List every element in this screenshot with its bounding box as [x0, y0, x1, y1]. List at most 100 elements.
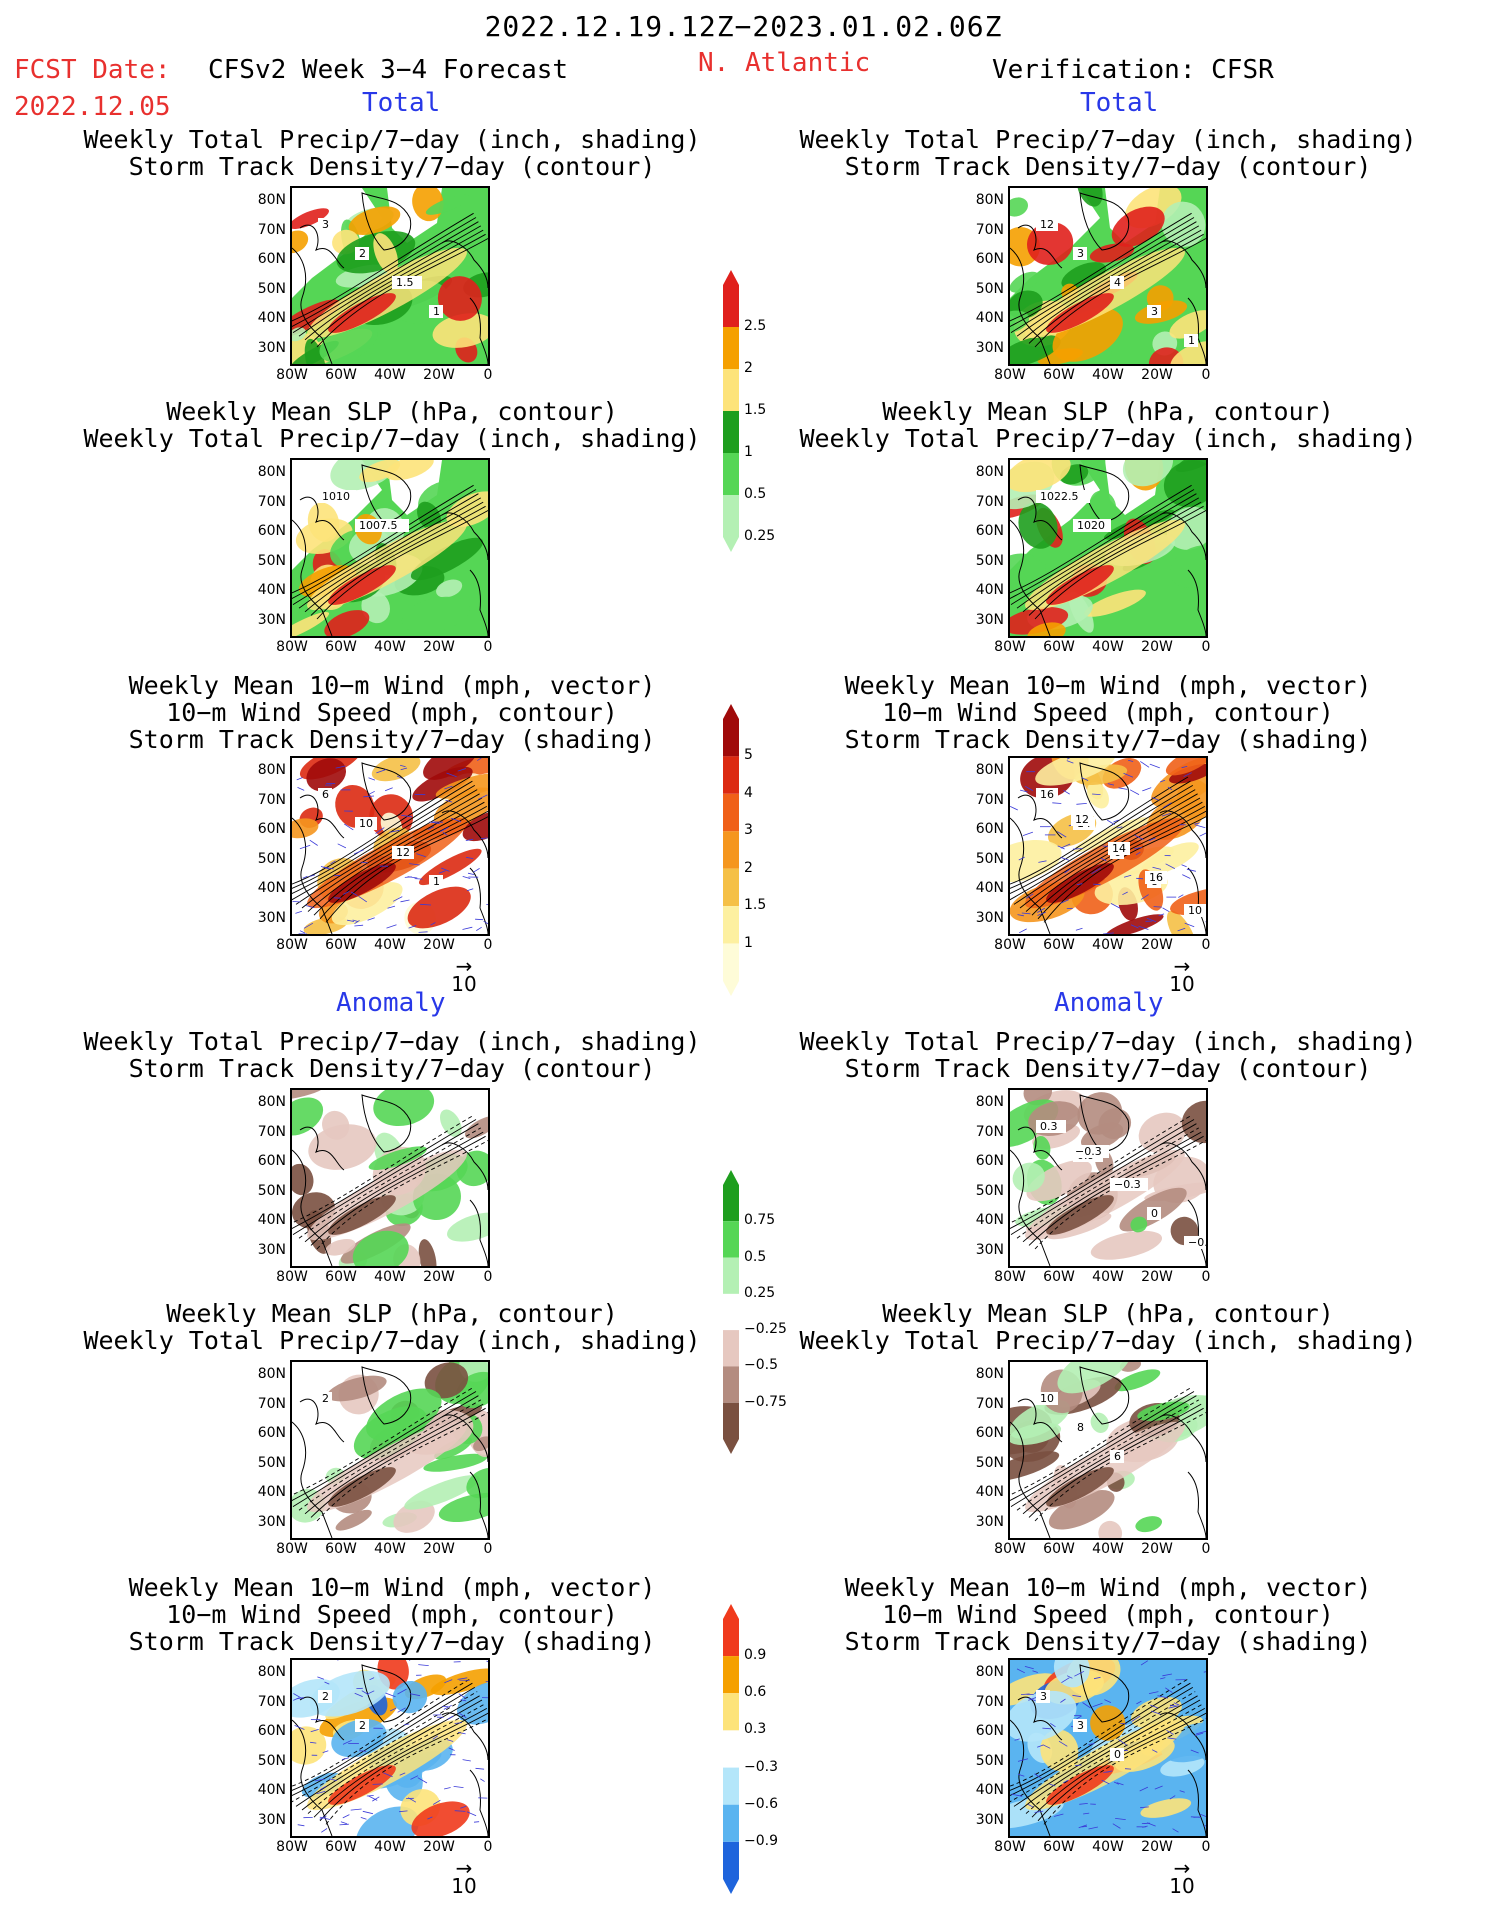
lat-tick-label: 80N	[257, 1366, 286, 1382]
colorbar-segment	[723, 1221, 739, 1258]
lat-tick-label: 30N	[975, 1513, 1004, 1530]
panel-title: Weekly Mean SLP (hPa, contour) Weekly Tot…	[32, 398, 752, 452]
panel-title-line: 10−m Wind Speed (mph, contour)	[882, 698, 1334, 727]
colorbar-label: −0.9	[744, 1833, 778, 1849]
lon-tick-label: 40W	[374, 1541, 406, 1557]
contour-label: 12	[1040, 218, 1054, 231]
lon-tick-label: 60W	[325, 937, 357, 953]
vector-reference: → 10	[444, 956, 484, 996]
map-svg: 0.30.9−0.30−0.6−0.3	[1010, 1090, 1206, 1266]
lat-tick-label: 30N	[975, 339, 1004, 356]
lon-tick-label: 80W	[276, 1541, 308, 1557]
lat-tick-label: 80N	[257, 192, 286, 208]
contour-label: 3	[1040, 1690, 1047, 1703]
lat-tick-label: 70N	[257, 1693, 286, 1710]
lon-tick-label: 40W	[1092, 367, 1124, 383]
panel-title: Weekly Mean 10−m Wind (mph, vector) 10−m …	[748, 672, 1468, 753]
colorbar-segment	[723, 943, 739, 996]
map-svg: 10 8 6	[1010, 1362, 1206, 1538]
contour-label: 1020	[1077, 519, 1105, 532]
colorbar-segment	[723, 453, 739, 495]
lon-tick-label: 80W	[994, 367, 1026, 383]
panel-title: Weekly Mean SLP (hPa, contour) Weekly Tot…	[32, 1300, 752, 1354]
lat-tick-label: 40N	[257, 880, 286, 896]
lat-tick-label: 30N	[975, 909, 1004, 926]
lat-tick-label: 60N	[257, 523, 286, 539]
lon-tick-label: 0	[483, 1269, 493, 1285]
colorbar-segment	[723, 756, 739, 794]
contour-label: 2	[322, 1690, 329, 1703]
colorbar-label: 3	[744, 822, 753, 838]
model-title: CFSv2 Week 3−4 Forecast	[208, 55, 569, 85]
lat-tick-label: 30N	[975, 1241, 1004, 1258]
lon-tick-label: 0	[483, 1839, 493, 1855]
vector-reference-value: 10	[1169, 1874, 1195, 1898]
panel-title-line: Weekly Mean SLP (hPa, contour)	[882, 1299, 1334, 1328]
lat-tick-label: 30N	[257, 1513, 286, 1530]
panel-title-line: Weekly Total Precip/7−day (inch, shading…	[83, 1326, 701, 1355]
colorbar-label: 1	[744, 444, 753, 460]
vector-reference-value: 10	[1169, 972, 1195, 996]
panel-title: Weekly Mean 10−m Wind (mph, vector) 10−m …	[32, 1574, 752, 1655]
colorbar	[722, 1604, 740, 1898]
colorbar-segment	[723, 868, 739, 907]
colorbar-label: −0.6	[744, 1796, 778, 1812]
contour-label: −0.6	[1188, 1236, 1206, 1249]
panel-title-line: Weekly Mean 10−m Wind (mph, vector)	[844, 671, 1372, 700]
lon-tick-label: 60W	[325, 1839, 357, 1855]
lon-tick-label: 80W	[994, 1269, 1026, 1285]
lon-tick-label: 20W	[423, 1839, 455, 1855]
panel-title-line: Weekly Total Precip/7−day (inch, shading…	[83, 125, 701, 154]
contour-label: 1022.5	[1040, 490, 1079, 503]
lat-tick-label: 80N	[975, 1366, 1004, 1382]
panel-title-line: Weekly Total Precip/7−day (inch, shading…	[83, 424, 701, 453]
lon-tick-label: 20W	[423, 639, 455, 655]
lon-tick-label: 40W	[1092, 1839, 1124, 1855]
colorbar-segment	[723, 1656, 739, 1694]
lon-tick-label: 40W	[1092, 1269, 1124, 1285]
lon-tick-label: 40W	[374, 937, 406, 953]
colorbar-segment	[723, 704, 739, 757]
colorbar-label: 2	[744, 360, 753, 376]
lon-tick-label: 20W	[1141, 937, 1173, 953]
map-panel: 1010 1007.5	[290, 458, 490, 638]
lat-tick-label: 50N	[975, 850, 1004, 867]
panel-title-line: Storm Track Density/7−day (contour)	[844, 1054, 1372, 1083]
map-svg: 12 3 4 3 1	[1010, 188, 1206, 364]
lon-tick-label: 20W	[423, 937, 455, 953]
panel-title: Weekly Mean SLP (hPa, contour) Weekly Tot…	[748, 1300, 1468, 1354]
map-svg: 6 10 12 1	[292, 758, 488, 934]
lat-tick-label: 40N	[257, 1782, 286, 1798]
lon-tick-label: 20W	[1141, 1269, 1173, 1285]
lat-tick-label: 30N	[975, 611, 1004, 628]
panel-title: Weekly Mean 10−m Wind (mph, vector) 10−m …	[32, 672, 752, 753]
contour-label: 2	[359, 1719, 366, 1732]
contour-label: 12	[1075, 813, 1089, 826]
colorbar-segment	[723, 1693, 739, 1731]
panel-title-line: Weekly Total Precip/7−day (inch, shading…	[799, 424, 1417, 453]
colorbar-segment	[723, 906, 739, 944]
panel-title-line: Storm Track Density/7−day (contour)	[844, 152, 1372, 181]
contour-label: 2	[322, 1392, 329, 1405]
lon-tick-label: 80W	[994, 1541, 1026, 1557]
lat-tick-label: 70N	[257, 1123, 286, 1140]
map-svg: 16146810121416	[1010, 758, 1206, 934]
lon-tick-label: 0	[1201, 367, 1211, 383]
lat-tick-label: 60N	[975, 523, 1004, 539]
contour-label: 3	[322, 218, 329, 231]
lat-tick-label: 50N	[257, 850, 286, 867]
lon-tick-label: 60W	[325, 367, 357, 383]
colorbar-segment	[723, 270, 739, 327]
map-panel: 6 10 12 1	[290, 756, 490, 936]
contour-label: 0	[1151, 1207, 1158, 1220]
panel-title-line: Weekly Mean 10−m Wind (mph, vector)	[128, 671, 656, 700]
panel-title-line: Weekly Mean SLP (hPa, contour)	[166, 397, 618, 426]
lon-tick-label: 40W	[1092, 1541, 1124, 1557]
colorbar-label: −0.5	[744, 1357, 778, 1373]
lat-tick-label: 40N	[975, 1782, 1004, 1798]
colorbar-segment	[723, 1293, 739, 1331]
vector-reference: → 10	[1162, 1858, 1202, 1898]
colorbar-label: 0.3	[744, 1721, 767, 1737]
fcst-date-label: FCST Date:	[14, 55, 171, 85]
